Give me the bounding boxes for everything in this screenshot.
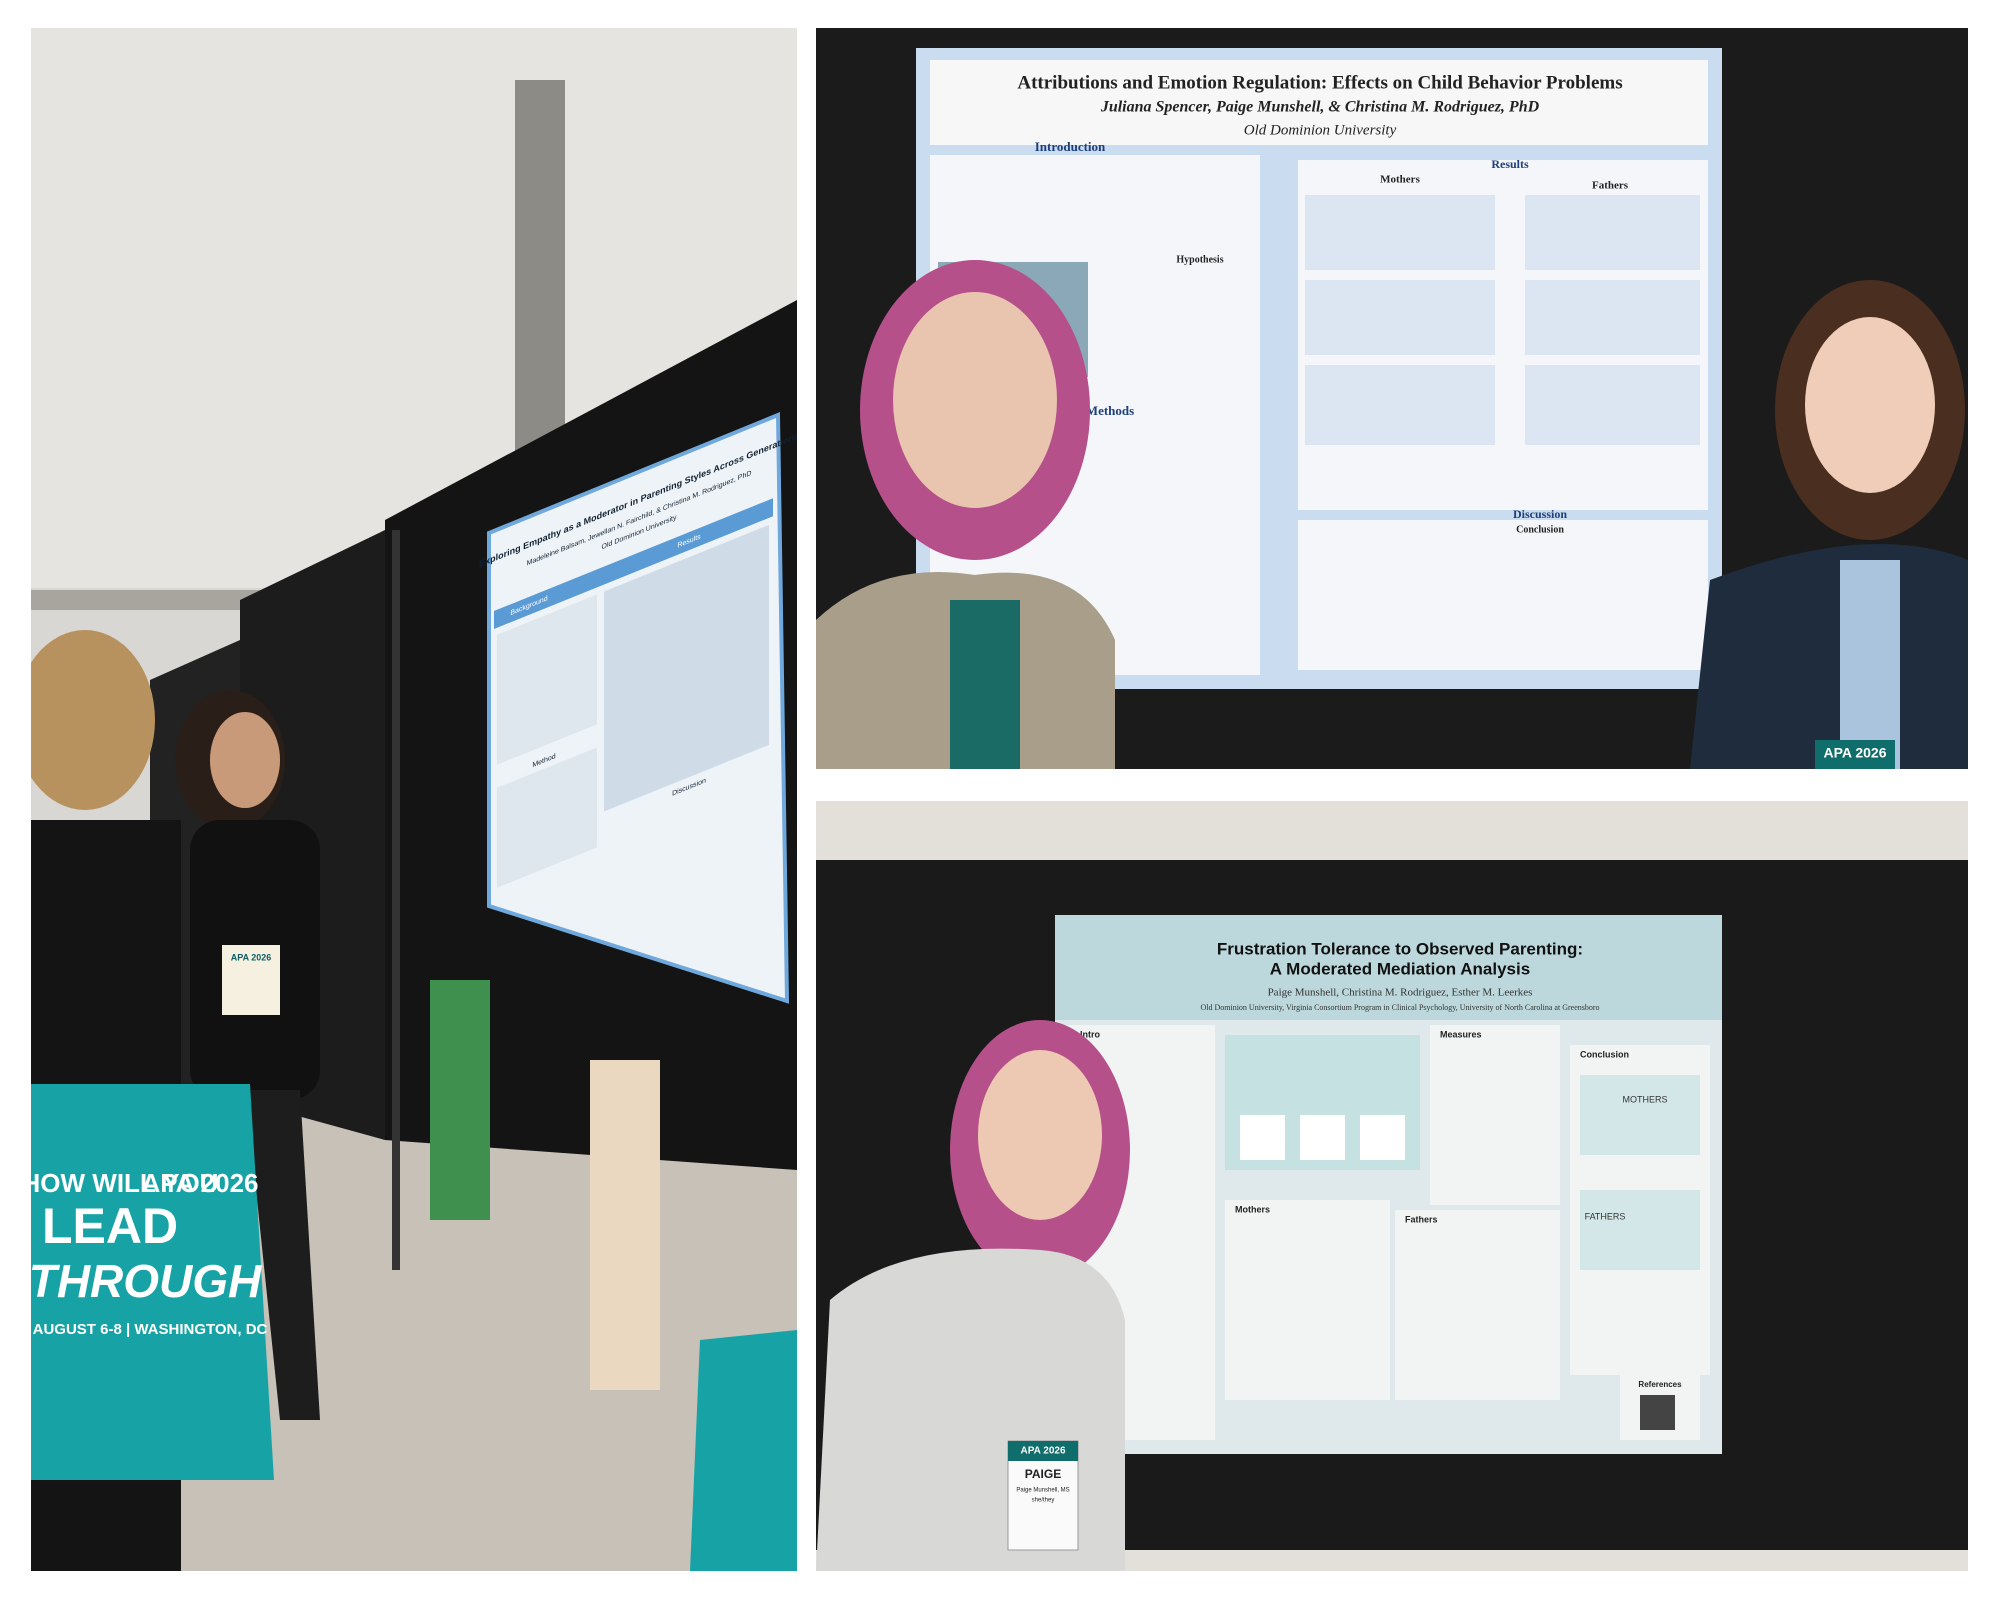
poster-title: A Moderated Mediation Analysis (1270, 959, 1530, 978)
badge-pronouns: she/they (1032, 1498, 1055, 1504)
tote-bag (31, 1084, 274, 1480)
person-face (1805, 317, 1935, 493)
tote-bag (690, 1330, 797, 1571)
column (1298, 520, 1708, 670)
board-post (392, 530, 400, 1270)
section-heading: Conclusion (1580, 1049, 1629, 1059)
poster-title: Frustration Tolerance to Observed Parent… (1217, 939, 1583, 958)
table (1305, 365, 1495, 445)
table (1305, 280, 1495, 355)
tote-text: LEAD (42, 1198, 178, 1254)
section-heading: References (1638, 1380, 1682, 1389)
timeline-box (1240, 1115, 1285, 1160)
poster-affiliation: Old Dominion University, Virginia Consor… (1200, 1003, 1599, 1012)
table (1525, 195, 1700, 270)
person-hair (31, 630, 155, 810)
badge-band (1008, 1441, 1078, 1461)
text-block (497, 594, 597, 765)
section-heading: Mothers (1380, 174, 1420, 186)
person-jacket (816, 1248, 1125, 1571)
tote-footer: AUGUST 6-8 | WASHINGTON, DC (33, 1321, 268, 1338)
person-top (1840, 560, 1900, 769)
person-face (210, 712, 280, 808)
poster-header (1055, 915, 1722, 1020)
poster-title: Attributions and Emotion Regulation: Eff… (1017, 72, 1622, 93)
badge (1815, 740, 1895, 769)
text-block (497, 747, 597, 888)
badge-name: PAIGE (1025, 1467, 1061, 1481)
poster-band (494, 498, 773, 629)
badge-text: APA 2026 (1020, 1446, 1065, 1457)
badge-text: APA 2026 (1823, 745, 1886, 761)
table (1525, 280, 1700, 355)
person-face (978, 1050, 1102, 1220)
tote-text: HOW WILL YOU (22, 1168, 219, 1198)
column (1395, 1210, 1560, 1400)
section-heading: Conclusion (1516, 524, 1564, 535)
section-heading: Methods (1086, 403, 1134, 418)
poster-header (930, 60, 1708, 145)
badge-full-name: Paige Munshell, MS (1016, 1488, 1069, 1494)
section-heading: Results (1491, 157, 1529, 171)
tote-text: THROUGH (29, 1255, 262, 1307)
person-cardigan (1690, 544, 1968, 769)
panel-label: MOTHERS (1623, 1094, 1668, 1104)
table (604, 524, 769, 812)
table (1525, 365, 1700, 445)
badge (222, 945, 280, 1015)
photo-bottom-right: Frustration Tolerance to Observed Parent… (816, 801, 1968, 1571)
badge-text: APA 2026 (231, 952, 272, 962)
section-heading: Discussion (1513, 507, 1567, 521)
column (1225, 1200, 1390, 1400)
person-legs-beige (590, 1060, 660, 1390)
table (1305, 195, 1495, 270)
photo-left: Exploring Empathy as a Moderator in Pare… (22, 28, 797, 1571)
section-heading: Introduction (1035, 139, 1106, 154)
timeline-box (1360, 1115, 1405, 1160)
qr-code (1640, 1395, 1675, 1430)
section-heading: Hypothesis (1176, 254, 1223, 265)
section-heading: Measures (1440, 1029, 1482, 1039)
poster-affiliation: Old Dominion University (1244, 122, 1397, 138)
photo-top-right: Attributions and Emotion Regulation: Eff… (816, 28, 1968, 769)
panel (1580, 1075, 1700, 1155)
poster-authors: Paige Munshell, Christina M. Rodriguez, … (1268, 987, 1533, 999)
person-legs-green (430, 980, 490, 1220)
panel (1580, 1190, 1700, 1270)
column (1430, 1025, 1560, 1205)
section-heading: Mothers (1235, 1204, 1270, 1214)
poster-authors: Juliana Spencer, Paige Munshell, & Chris… (1100, 99, 1540, 116)
tote-brand: APA 2026 (141, 1168, 258, 1198)
person-top (950, 600, 1020, 769)
person-face (893, 292, 1057, 508)
section-heading: Fathers (1592, 180, 1629, 192)
section-heading: Intro (1080, 1029, 1100, 1039)
timeline-box (1300, 1115, 1345, 1160)
panel-label: FATHERS (1585, 1211, 1626, 1221)
section-heading: Fathers (1405, 1214, 1438, 1224)
